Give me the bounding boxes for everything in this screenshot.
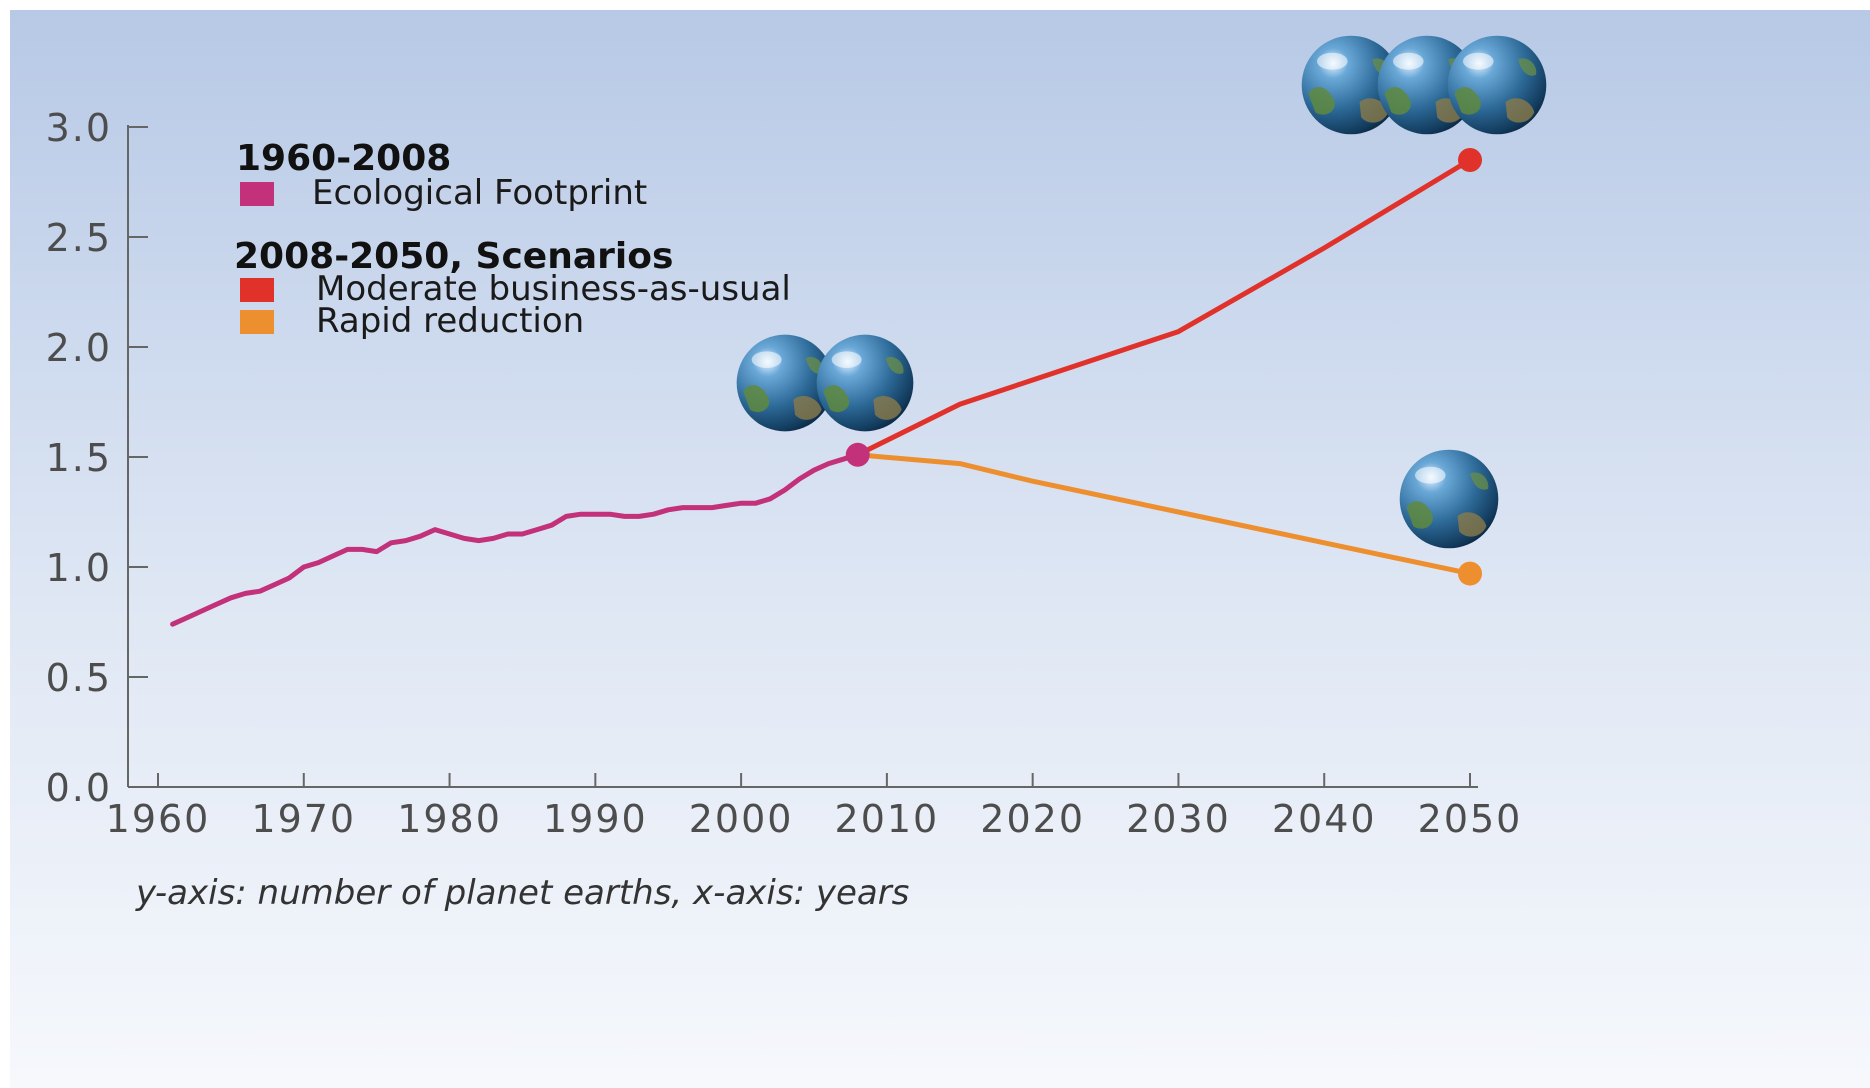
x-tick-label: 2030 [1126,797,1231,841]
chart-background [10,10,1870,1088]
x-tick-label: 2050 [1418,797,1523,841]
y-tick-label: 2.5 [46,216,112,260]
y-tick-label: 0.0 [46,766,112,810]
x-tick-label: 1990 [543,797,648,841]
globe-icons-2050-high [1301,35,1547,135]
series-line-business-as-usual [855,157,1473,458]
marker-2050-business-as-usual [1458,148,1482,172]
legend-label-business-as-usual: Moderate business-as-usual [316,269,791,309]
globe-icon [1399,449,1499,549]
legend: 1960-2008 Ecological Footprint 2008-2050… [234,138,791,341]
legend-label-rapid-reduction: Rapid reduction [316,301,584,341]
x-tick-label: 2020 [980,797,1085,841]
y-axis-ticks: 0.0 0.5 1.0 1.5 2.0 2.5 3.0 [46,106,148,810]
x-tick-label: 2000 [689,797,794,841]
y-tick-label: 2.0 [46,326,112,370]
x-tick-label: 1980 [397,797,502,841]
y-tick-label: 1.5 [46,436,112,480]
series-line-ecological-footprint [170,452,861,627]
legend-group2-title: 2008-2050, Scenarios [234,236,673,277]
legend-label-ecological-footprint: Ecological Footprint [312,173,647,213]
marker-2050-rapid-reduction [1458,561,1482,586]
x-tick-label: 2040 [1272,797,1377,841]
x-tick-label: 1970 [251,797,356,841]
legend-group1-title: 1960-2008 [236,138,451,179]
series-layer [170,148,1482,627]
globe-icon [816,334,914,432]
x-tick-label: 2010 [835,797,940,841]
series-line-rapid-reduction [855,452,1473,577]
globe-icon [1447,35,1547,135]
x-axis-ticks: 1960 1970 1980 1990 2000 2010 2020 2030 2040 2050 [106,773,1523,841]
y-tick-label: 3.0 [46,106,112,150]
legend-swatch-rapid-reduction [240,310,274,334]
x-tick-label: 1960 [106,797,211,841]
marker-2008 [845,442,870,467]
legend-swatch-business-as-usual [240,278,274,302]
globe-icons-2050-low [1399,449,1499,549]
y-tick-label: 0.5 [46,656,112,700]
chart-caption: y-axis: number of planet earths, x-axis:… [135,873,909,913]
legend-swatch-ecological-footprint [240,182,274,206]
y-tick-label: 1.0 [46,546,112,590]
